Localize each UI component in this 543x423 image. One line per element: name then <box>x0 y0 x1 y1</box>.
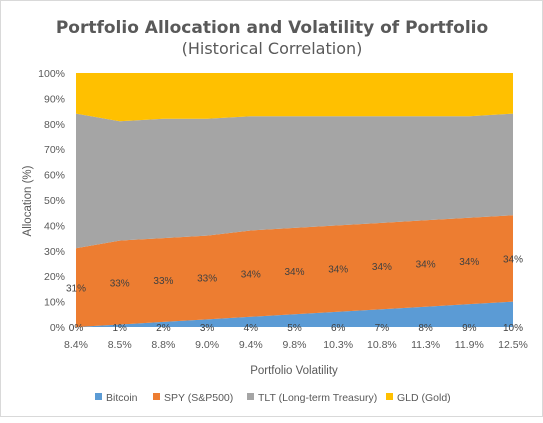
data-label: 7% <box>375 323 390 334</box>
data-label: 34% <box>241 270 261 281</box>
data-label: 10% <box>503 323 523 334</box>
data-label: 8% <box>418 323 433 334</box>
y-tick-label: 40% <box>44 220 65 232</box>
data-label: 34% <box>372 262 392 273</box>
y-tick-label: 30% <box>44 246 65 258</box>
legend: Bitcoin SPY (S&P500) TLT (Long-term Treasu… <box>95 392 451 404</box>
x-tick-label: 9.4% <box>239 339 263 351</box>
data-label: 6% <box>331 323 346 334</box>
data-label: 9% <box>462 323 477 334</box>
x-tick-label: 11.3% <box>411 339 440 351</box>
legend-swatch <box>247 393 254 400</box>
x-tick-label: 9.8% <box>283 339 307 351</box>
area-series-2 <box>76 113 513 249</box>
y-tick-label: 60% <box>44 170 65 182</box>
data-label: 33% <box>197 274 217 285</box>
y-tick-label: 20% <box>44 271 65 283</box>
data-label: 34% <box>284 267 304 278</box>
x-tick-label: 8.5% <box>108 339 132 351</box>
area-series-1 <box>76 215 513 327</box>
x-tick-label: 8.4% <box>64 339 88 351</box>
chart-subtitle: (Historical Correlation) <box>182 39 363 58</box>
y-tick-label: 10% <box>44 297 65 309</box>
x-tick-label: 10.3% <box>323 339 353 351</box>
data-label: 2% <box>156 323 171 334</box>
legend-item-2: TLT (Long-term Treasury) <box>247 392 377 404</box>
x-tick-label: 8.8% <box>151 339 175 351</box>
y-tick-label: 90% <box>44 93 65 105</box>
area-layer <box>76 73 513 327</box>
legend-swatch <box>95 393 102 400</box>
data-label: 34% <box>459 257 479 268</box>
x-tick-label: 10.8% <box>367 339 397 351</box>
y-axis: 0% 10% 20% 30% 40% 50% 60% 70% 80% 90% 100% <box>38 68 65 334</box>
data-label: 5% <box>287 323 302 334</box>
y-tick-label: 50% <box>44 195 65 207</box>
legend-label: GLD (Gold) <box>397 392 451 404</box>
legend-swatch <box>153 393 160 400</box>
legend-item-1: SPY (S&P500) <box>153 392 233 404</box>
data-label: 34% <box>416 260 436 271</box>
legend-item-3: GLD (Gold) <box>386 392 451 404</box>
y-tick-label: 100% <box>38 68 65 80</box>
x-tick-label: 9.0% <box>195 339 219 351</box>
data-labels: 0% 1% 2% 3% 4% 5% 6% 7% 8% 9% 10% 31% 33% 33% 33% 34% 34… <box>66 254 523 334</box>
data-label: 34% <box>503 254 523 265</box>
legend-item-0: Bitcoin <box>95 392 138 404</box>
data-label: 0% <box>69 323 84 334</box>
data-label: 3% <box>200 323 215 334</box>
legend-label: SPY (S&P500) <box>164 392 233 404</box>
y-tick-label: 0% <box>50 322 65 334</box>
data-label: 34% <box>328 265 348 276</box>
area-series-3 <box>76 73 513 122</box>
x-axis: 8.4% 8.5% 8.8% 9.0% 9.4% 9.8% 10.3% 10.8% 11.3% 1… <box>64 339 528 351</box>
x-axis-title: Portfolio Volatility <box>250 365 338 377</box>
data-label: 4% <box>244 323 259 334</box>
legend-label: Bitcoin <box>106 392 138 404</box>
data-label: 31% <box>66 284 86 295</box>
y-tick-label: 80% <box>44 119 65 131</box>
chart-title: Portfolio Allocation and Volatility of P… <box>56 18 488 38</box>
x-tick-label: 11.9% <box>455 339 484 351</box>
y-axis-title: Allocation (%) <box>22 165 34 236</box>
legend-swatch <box>386 393 393 400</box>
data-label: 33% <box>110 279 130 290</box>
x-tick-label: 12.5% <box>498 339 528 351</box>
data-label: 1% <box>112 323 127 334</box>
y-tick-label: 70% <box>44 144 65 156</box>
data-label: 33% <box>153 276 173 287</box>
legend-label: TLT (Long-term Treasury) <box>258 392 377 404</box>
